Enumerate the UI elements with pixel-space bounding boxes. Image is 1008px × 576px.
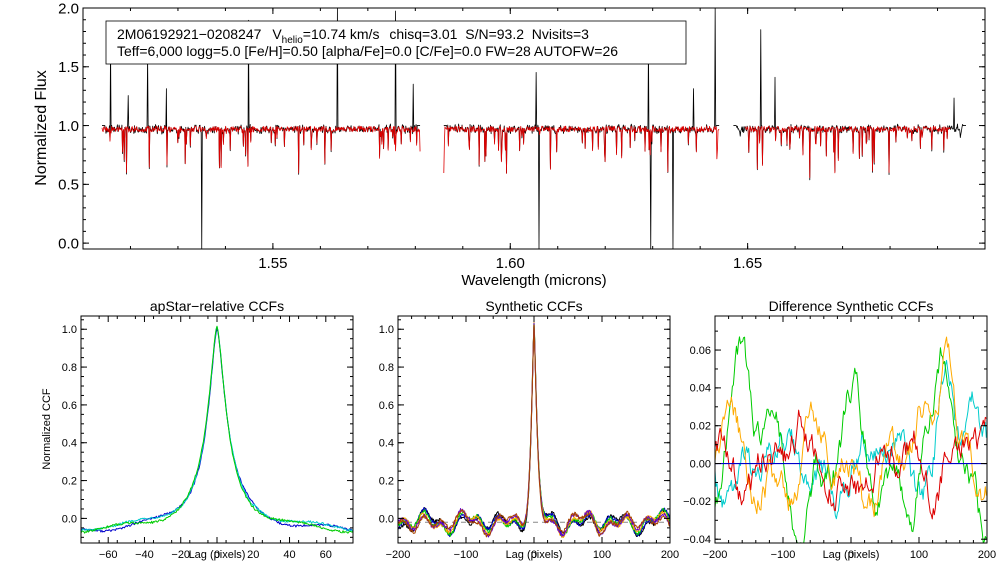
synthetic-ccf-frame — [397, 315, 671, 544]
difference-ccf-y-ticks: −0.04 −0.02 0.00 0.02 0.04 0.06 — [683, 330, 987, 546]
x-tick-label: 1.55 — [258, 255, 287, 272]
x-tick-label: −200 — [386, 549, 411, 561]
synthetic-ccf-x-ticks: −200 −100 0 100 200 — [386, 316, 679, 561]
y-tick-label: 0.04 — [690, 383, 711, 395]
observed-spectrum-line — [733, 29, 967, 181]
y-tick-label: 0.0 — [379, 513, 394, 525]
difference-ccf-lines — [714, 336, 987, 544]
apstar-ccf-frame — [80, 315, 354, 544]
y-tick-label: 0.06 — [690, 345, 711, 357]
vhelio-subscript: helio — [282, 35, 304, 46]
spectrum-y-ticks: 0.0 0.5 1.0 1.5 2.0 — [58, 0, 985, 252]
spectrum-annotation-box — [105, 20, 687, 65]
vhelio-value: =10.74 km/s — [303, 26, 380, 42]
model-spectrum-line — [744, 125, 951, 178]
ccf-line-visit-2 — [80, 325, 354, 532]
x-tick-label: −20 — [171, 549, 190, 561]
spectrum-panel: 1.55 1.60 1.65 0.0 0.5 1.0 1.5 2.0 Wavelength … — [33, 0, 986, 289]
synthetic-ccf-title: Synthetic CCFs — [485, 298, 582, 314]
y-tick-label: 0.2 — [379, 475, 394, 487]
y-tick-label: −0.02 — [683, 496, 711, 508]
y-tick-label: 1.0 — [62, 324, 77, 336]
spectrum-annotation-line1: 2M06192921−0208247 Vhelio=10.74 km/s chi… — [117, 26, 589, 46]
difference-line-visit-3 — [714, 336, 987, 518]
y-tick-label: 0.2 — [62, 475, 77, 487]
apstar-ccf-y-label: Normalized CCF — [41, 388, 53, 470]
x-tick-label: 0 — [848, 549, 854, 561]
difference-ccf-panel: Difference Synthetic CCFs −200 −100 0 100 20… — [683, 298, 996, 561]
y-tick-label: 0.6 — [379, 400, 394, 412]
x-tick-label: −40 — [135, 549, 154, 561]
x-tick-label: −100 — [771, 549, 796, 561]
apstar-ccf-x-ticks: −60 −40 −20 0 20 40 60 — [80, 316, 354, 561]
x-tick-label: 60 — [320, 549, 332, 561]
y-tick-label: 0.0 — [62, 513, 77, 525]
star-id: 2M06192921−0208247 — [117, 26, 262, 42]
y-tick-label: 0.4 — [379, 438, 394, 450]
ccf-line-model — [397, 324, 671, 538]
x-tick-label: 0 — [214, 549, 220, 561]
x-tick-label: 1.65 — [733, 255, 762, 272]
y-tick-label: 2.0 — [58, 0, 79, 17]
spectrum-x-ticks: 1.55 1.60 1.65 — [82, 8, 986, 272]
difference-ccf-title: Difference Synthetic CCFs — [769, 298, 934, 314]
spectrum-y-label: Normalized Flux — [33, 70, 50, 186]
spectrum-x-label: Wavelength (microns) — [461, 272, 606, 289]
apstar-ccf-lines — [80, 325, 354, 534]
y-tick-label: 0.0 — [58, 235, 79, 252]
ccf-line-visit-4 — [397, 322, 671, 538]
difference-ccf-x-label: Lag (pixels) — [823, 549, 880, 561]
y-tick-label: 0.02 — [690, 421, 711, 433]
spectrum-lines — [101, 7, 967, 250]
y-tick-label: 0.8 — [379, 362, 394, 374]
x-tick-label: 200 — [661, 549, 679, 561]
apstar-ccf-panel: apStar−relative CCFs −60 −40 −20 0 20 40 60 0.… — [41, 298, 354, 561]
ccf-line-combined — [397, 322, 671, 538]
spectrum-frame — [82, 7, 986, 250]
y-tick-label: 1.0 — [58, 118, 79, 135]
difference-line-visit-4 — [714, 409, 987, 520]
spectrum-annotation-line2: Teff=6,000 logg=5.0 [Fe/H]=0.50 [alpha/F… — [117, 43, 618, 59]
synthetic-ccf-y-ticks: 0.0 0.2 0.4 0.6 0.8 1.0 — [379, 319, 670, 538]
y-tick-label: 1.0 — [379, 324, 394, 336]
y-tick-label: 0.6 — [62, 400, 77, 412]
ccf-line-visit-3 — [80, 325, 354, 534]
x-tick-label: 200 — [978, 549, 996, 561]
x-tick-label: 1.60 — [496, 255, 525, 272]
y-tick-label: 0.8 — [62, 362, 77, 374]
y-tick-label: 0.00 — [690, 458, 711, 470]
y-tick-label: 1.5 — [58, 59, 79, 76]
difference-ccf-x-ticks: −200 −100 0 100 200 — [703, 316, 996, 561]
synthetic-ccf-panel: Synthetic CCFs −200 −100 0 100 200 0.0 0.2 0.4… — [379, 298, 679, 561]
ccf-line-visit-3 — [397, 321, 671, 539]
apstar-ccf-x-label: Lag (pixels) — [189, 549, 246, 561]
y-tick-label: −0.04 — [683, 534, 711, 546]
y-tick-label: 0.5 — [58, 177, 79, 194]
apstar-ccf-title: apStar−relative CCFs — [150, 298, 284, 314]
x-tick-label: 0 — [531, 549, 537, 561]
difference-line-visit-2 — [714, 336, 987, 544]
ccf-line-visit-1 — [80, 328, 354, 533]
difference-line-visit-1 — [714, 359, 987, 520]
model-spectrum-line — [443, 125, 720, 174]
x-tick-label: −60 — [99, 549, 118, 561]
fit-stats: chisq=3.01 S/N=93.2 Nvisits=3 — [389, 26, 589, 42]
ccf-line-visit-1 — [397, 323, 671, 538]
x-tick-label: 100 — [593, 549, 611, 561]
x-tick-label: −200 — [703, 549, 728, 561]
x-tick-label: 40 — [283, 549, 295, 561]
apstar-ccf-y-ticks: 0.0 0.2 0.4 0.6 0.8 1.0 — [62, 319, 353, 538]
x-tick-label: 100 — [910, 549, 928, 561]
model-spectrum-line — [101, 125, 421, 174]
synthetic-ccf-lines — [397, 321, 671, 539]
y-tick-label: 0.4 — [62, 438, 77, 450]
synthetic-ccf-x-label: Lag (pixels) — [506, 549, 563, 561]
x-tick-label: 20 — [247, 549, 259, 561]
vhelio-label: V — [272, 26, 282, 42]
x-tick-label: −100 — [454, 549, 479, 561]
ccf-line-visit-2 — [397, 321, 671, 538]
